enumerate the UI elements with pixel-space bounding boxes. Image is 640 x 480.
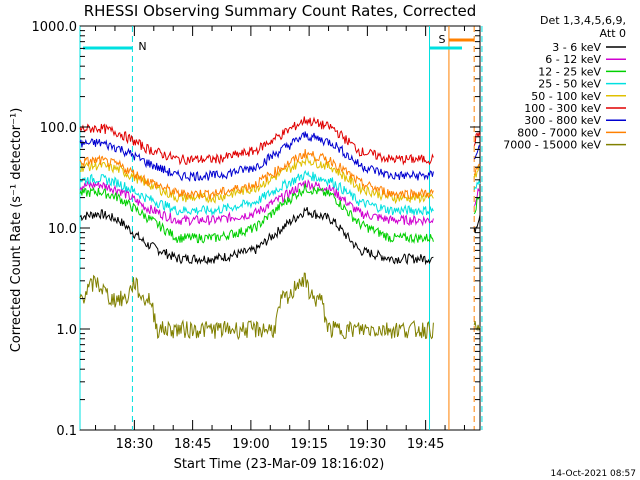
legend-entry-label: 25 - 50 keV [538,78,601,91]
x-axis-label: Start Time (23-Mar-09 18:16:02) [174,457,385,472]
x-axis-ticks: 18:30 18:45 19:00 19:15 19:30 19:45 [95,26,465,452]
y-tick-label: 100.0 [40,121,77,136]
x-tick-label: 19:00 [232,437,269,452]
series-line-25-50kev [79,169,434,217]
legend-entry-label: 7000 - 15000 keV [503,139,601,152]
series-line-12-25kev [79,183,434,244]
y-tick-label: 10.0 [48,222,77,237]
series-line-300-800kev [79,131,434,183]
saa-bar-label: S [439,33,446,46]
legend-entry-label: 100 - 300 keV [524,102,601,115]
y-tick-label: 0.1 [56,424,77,439]
series-line-7000-15000kev [79,272,434,341]
timestamp: 14-Oct-2021 08:57 [551,469,636,479]
series-line-100-300kev [473,132,481,146]
y-tick-label: 1000.0 [32,20,78,35]
chart-marks [79,116,481,341]
x-tick-label: 18:30 [116,437,153,452]
chart-title: RHESSI Observing Summary Count Rates, Co… [84,2,477,20]
x-tick-label: 19:15 [290,437,327,452]
y-tick-label: 1.0 [56,323,77,338]
series-line-100-300kev [79,116,434,166]
night-bar-label: N [138,40,146,53]
legend-header: Det 1,3,4,5,6,9, [540,14,626,27]
legend-entry-label: 50 - 100 keV [531,90,601,103]
y-axis-ticks: 0.1 1.0 10.0 100.0 1000.0 [32,20,480,439]
legend-header: Att 0 [600,27,626,40]
series-line-800-7000kev [79,149,434,200]
series-line-3-6kev [79,206,434,266]
series-line-6-12kev [79,179,434,227]
series-line-3-6kev [473,214,481,233]
series-line-300-800kev [473,145,481,160]
series-line-25-50kev [473,179,481,190]
x-tick-label: 19:45 [407,437,444,452]
x-tick-label: 19:30 [349,437,386,452]
x-tick-label: 18:45 [174,437,211,452]
legend-entry-label: 800 - 7000 keV [517,126,601,139]
legend-entry-label: 3 - 6 keV [552,41,601,54]
y-axis-label: Corrected Count Rate (s⁻¹ detector⁻¹) [9,108,24,353]
series-line-800-7000kev [473,163,481,176]
plot-frame [79,25,481,431]
plot-area: NS [79,25,483,431]
legend-entry-label: 12 - 25 keV [538,65,601,78]
series-line-7000-15000kev [473,320,481,332]
legend-entry-label: 300 - 800 keV [524,114,601,127]
legend-entry-label: 6 - 12 keV [545,53,601,66]
series-line-50-100kev [79,154,434,205]
